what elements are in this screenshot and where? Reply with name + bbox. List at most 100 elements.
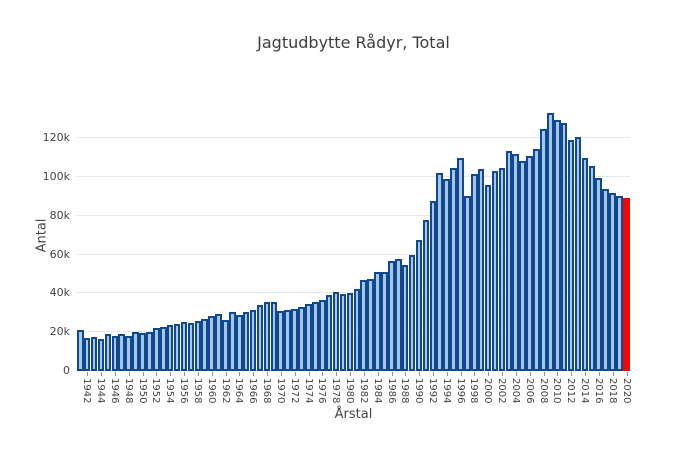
bar-1967[interactable] xyxy=(256,305,264,371)
bar-1997[interactable] xyxy=(464,196,471,371)
x-tick-1960 xyxy=(211,372,213,376)
bar-2003[interactable] xyxy=(505,151,513,371)
x-tick-2004 xyxy=(515,372,517,376)
x-tick-label-2020: 2020 xyxy=(620,378,632,404)
bar-1945[interactable] xyxy=(104,333,112,371)
bar-1984[interactable] xyxy=(374,271,381,371)
bar-1942[interactable] xyxy=(83,338,91,371)
bar-1941[interactable] xyxy=(77,330,84,371)
bar-1944[interactable] xyxy=(97,339,105,371)
bar-1964[interactable] xyxy=(235,314,243,371)
bar-1994[interactable] xyxy=(443,179,450,371)
bar-1951[interactable] xyxy=(146,332,153,371)
bar-1989[interactable] xyxy=(408,254,416,371)
bar-2018[interactable] xyxy=(609,193,616,371)
bar-1976[interactable] xyxy=(318,299,326,371)
bar-2019[interactable] xyxy=(616,196,623,371)
bar-1954[interactable] xyxy=(166,325,174,371)
bar-1960[interactable] xyxy=(208,316,215,371)
bar-1943[interactable] xyxy=(90,336,98,371)
bar-1977[interactable] xyxy=(325,295,333,371)
x-tick-2014 xyxy=(585,372,587,376)
x-tick-2010 xyxy=(557,372,559,376)
bar-1971[interactable] xyxy=(284,310,291,371)
x-tick-label-2012: 2012 xyxy=(565,378,577,404)
bar-1946[interactable] xyxy=(111,335,119,371)
bar-2013[interactable] xyxy=(574,137,582,371)
bar-1966[interactable] xyxy=(249,309,257,371)
bar-2011[interactable] xyxy=(560,122,568,371)
bar-1999[interactable] xyxy=(477,169,485,371)
bar-1979[interactable] xyxy=(339,293,347,371)
bar-1952[interactable] xyxy=(153,328,160,371)
bar-2001[interactable] xyxy=(491,171,499,371)
bar-1972[interactable] xyxy=(291,309,298,371)
bar-2016[interactable] xyxy=(595,177,602,371)
x-tick-1974 xyxy=(308,372,310,376)
bar-1980[interactable] xyxy=(346,293,354,371)
bar-1962[interactable] xyxy=(222,320,229,371)
x-tick-1952 xyxy=(156,372,158,376)
bar-1969[interactable] xyxy=(270,302,278,371)
bar-1974[interactable] xyxy=(305,303,312,371)
bar-2015[interactable] xyxy=(588,166,596,371)
bar-1949[interactable] xyxy=(132,332,139,371)
bar-1968[interactable] xyxy=(263,302,271,371)
bar-2020[interactable] xyxy=(623,197,630,371)
bar-1950[interactable] xyxy=(139,332,146,371)
bar-1978[interactable] xyxy=(332,291,340,371)
bar-2008[interactable] xyxy=(540,128,547,371)
bar-1988[interactable] xyxy=(401,264,409,371)
x-tick-1970 xyxy=(280,372,282,376)
x-tick-label-1990: 1990 xyxy=(413,378,425,404)
bar-1995[interactable] xyxy=(450,167,457,371)
bar-2012[interactable] xyxy=(567,140,575,371)
bar-1987[interactable] xyxy=(394,259,402,371)
x-tick-label-1974: 1974 xyxy=(302,378,314,404)
bar-2004[interactable] xyxy=(512,154,520,371)
bar-1948[interactable] xyxy=(125,336,132,371)
bar-1955[interactable] xyxy=(173,324,181,371)
bar-1961[interactable] xyxy=(215,314,222,371)
bar-1992[interactable] xyxy=(429,201,437,371)
bar-2010[interactable] xyxy=(553,120,561,371)
x-tick-1988 xyxy=(405,372,407,376)
bar-2009[interactable] xyxy=(547,113,554,371)
bar-2002[interactable] xyxy=(498,168,506,371)
bar-1956[interactable] xyxy=(180,322,188,371)
x-tick-label-1994: 1994 xyxy=(440,378,452,404)
bar-1998[interactable] xyxy=(471,173,478,371)
x-tick-label-1972: 1972 xyxy=(288,378,300,404)
bar-2000[interactable] xyxy=(484,184,492,371)
bar-1985[interactable] xyxy=(381,271,388,371)
bar-1981[interactable] xyxy=(353,289,361,371)
bar-2017[interactable] xyxy=(602,188,609,371)
bar-1975[interactable] xyxy=(312,301,319,371)
y-tick-label-20k: 20k xyxy=(49,325,70,339)
x-tick-2018 xyxy=(612,372,614,376)
x-tick-1978 xyxy=(336,372,338,376)
bar-1965[interactable] xyxy=(242,311,250,371)
x-tick-label-2018: 2018 xyxy=(606,378,618,404)
bar-1957[interactable] xyxy=(187,323,195,371)
bar-1970[interactable] xyxy=(277,311,285,371)
bar-1986[interactable] xyxy=(388,261,395,371)
bar-2005[interactable] xyxy=(519,161,526,371)
x-tick-label-2006: 2006 xyxy=(523,378,535,404)
bar-1953[interactable] xyxy=(159,327,167,371)
bar-1996[interactable] xyxy=(457,158,464,371)
bar-1958[interactable] xyxy=(194,320,202,371)
bar-1982[interactable] xyxy=(360,279,367,371)
bar-2006[interactable] xyxy=(526,155,533,371)
bar-2014[interactable] xyxy=(581,157,589,371)
bar-1947[interactable] xyxy=(118,334,126,371)
bar-1993[interactable] xyxy=(436,172,443,371)
bar-1959[interactable] xyxy=(201,318,208,371)
bar-1983[interactable] xyxy=(367,279,374,371)
bar-1990[interactable] xyxy=(415,240,423,371)
x-tick-1962 xyxy=(225,372,227,376)
bar-1963[interactable] xyxy=(229,312,236,371)
bar-1991[interactable] xyxy=(422,219,430,371)
bar-2007[interactable] xyxy=(533,149,540,371)
bar-1973[interactable] xyxy=(298,307,305,371)
